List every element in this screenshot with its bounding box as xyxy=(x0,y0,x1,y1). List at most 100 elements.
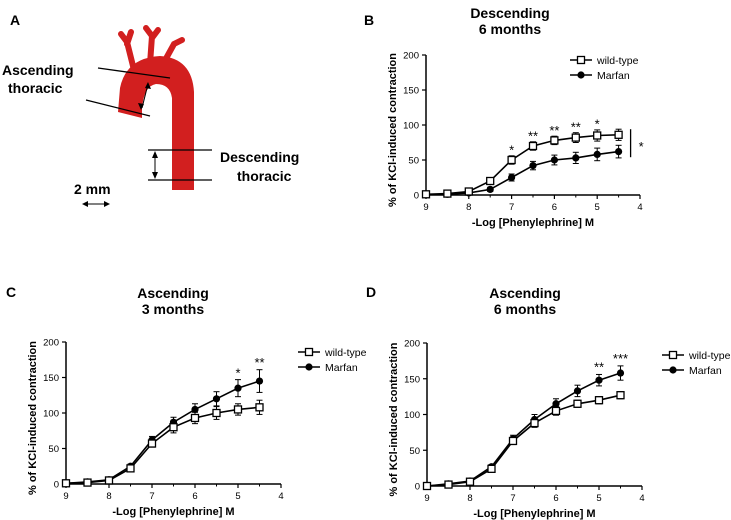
data-point xyxy=(573,387,582,395)
x-tick-label: 8 xyxy=(467,493,472,504)
y-tick-label: 200 xyxy=(404,339,420,350)
series-line xyxy=(426,150,619,196)
significance-annotation: ** xyxy=(594,360,604,375)
legend-label: Marfan xyxy=(597,70,630,82)
chart-title-line: Ascending xyxy=(489,285,561,301)
data-point xyxy=(552,400,560,408)
series-line xyxy=(425,134,619,196)
legend-label: Marfan xyxy=(325,362,358,374)
legend-label: wild-type xyxy=(324,347,367,359)
data-point xyxy=(571,133,580,142)
data-point xyxy=(593,150,601,158)
chart-title-line: 3 months xyxy=(142,301,204,317)
legend-label: Marfan xyxy=(689,365,722,377)
x-tick-label: 6 xyxy=(192,491,197,502)
label-descending-line2: thoracic xyxy=(237,168,292,184)
legend-marker xyxy=(577,71,585,79)
y-tick-label: 200 xyxy=(403,51,419,62)
x-tick-label: 4 xyxy=(639,493,644,504)
data-point xyxy=(212,395,221,403)
scale-bar-label: 2 mm xyxy=(74,181,111,197)
x-axis-label: -Log [Phenylephrine] M xyxy=(472,217,594,229)
x-tick-label: 9 xyxy=(424,493,429,504)
y-axis-label: % of KCl-induced contraction xyxy=(388,342,400,496)
data-point xyxy=(508,436,518,446)
data-point xyxy=(255,377,264,385)
x-tick-label: 7 xyxy=(149,491,154,502)
x-tick-label: 8 xyxy=(106,491,111,502)
data-point xyxy=(61,479,71,488)
y-tick-label: 150 xyxy=(404,374,420,385)
label-ascending-line2: thoracic xyxy=(8,80,63,96)
data-point xyxy=(529,162,537,170)
label-descending-line1: Descending xyxy=(220,149,299,165)
x-tick-label: 5 xyxy=(235,491,240,502)
data-point xyxy=(616,369,625,377)
y-tick-label: 50 xyxy=(48,444,59,455)
data-point xyxy=(486,185,494,193)
data-point xyxy=(444,480,453,489)
legend-label: wild-type xyxy=(688,350,731,362)
data-point xyxy=(530,418,539,428)
data-point xyxy=(233,405,243,414)
x-tick-label: 7 xyxy=(509,202,514,213)
data-point xyxy=(443,189,452,198)
aortic-branch-middle xyxy=(143,25,161,67)
x-tick-label: 9 xyxy=(63,491,68,502)
legend-marker xyxy=(304,347,314,357)
legend: wild-type Marfan xyxy=(570,55,639,82)
panel-letter-b: B xyxy=(364,12,375,28)
data-point xyxy=(465,477,475,486)
data-point xyxy=(234,384,242,392)
label-ascending-line1: Ascending xyxy=(2,62,74,78)
series-wild-type xyxy=(61,399,264,488)
legend-marker xyxy=(305,363,313,371)
series-wild-type xyxy=(421,128,623,199)
data-point xyxy=(464,187,473,196)
legend: wild-type Marfan xyxy=(662,350,731,377)
y-tick-label: 100 xyxy=(43,409,59,420)
x-axis-label: -Log [Phenylephrine] M xyxy=(112,506,234,518)
data-point xyxy=(255,403,264,412)
series-line xyxy=(65,406,260,485)
legend-label: wild-type xyxy=(596,55,639,67)
significance-annotation: ** xyxy=(528,128,538,143)
data-point xyxy=(169,423,178,432)
x-tick-label: 5 xyxy=(595,202,600,213)
y-tick-label: 50 xyxy=(408,156,419,167)
y-tick-label: 100 xyxy=(404,410,420,421)
data-point xyxy=(421,190,431,199)
y-tick-label: 50 xyxy=(409,446,420,457)
data-point xyxy=(212,408,221,418)
data-point xyxy=(147,439,157,448)
legend: wild-type Marfan xyxy=(298,347,367,374)
data-point xyxy=(550,156,559,164)
panel-letter-d: D xyxy=(366,284,377,300)
data-point xyxy=(573,399,582,408)
legend-marker xyxy=(668,350,678,360)
y-tick-label: 100 xyxy=(403,121,419,132)
aorta-illustration: Ascending thoracic Descending thoracic 2… xyxy=(2,25,299,207)
significance-annotation: * xyxy=(509,142,514,157)
x-tick-label: 6 xyxy=(552,202,557,213)
data-point xyxy=(486,176,495,186)
y-tick-label: 200 xyxy=(43,338,59,349)
data-point xyxy=(422,481,432,491)
x-tick-label: 5 xyxy=(596,493,601,504)
series-marfan xyxy=(423,365,625,490)
data-point xyxy=(550,136,559,145)
aortic-branch-left xyxy=(118,29,137,73)
data-point xyxy=(508,173,516,182)
y-tick-label: 0 xyxy=(414,191,419,202)
data-point xyxy=(126,464,135,473)
x-axis-label: -Log [Phenylephrine] M xyxy=(473,508,595,520)
chart-title-line: 6 months xyxy=(479,21,541,37)
y-axis-label: % of KCl-induced contraction xyxy=(27,341,39,495)
data-point xyxy=(616,391,625,400)
series-marfan xyxy=(62,369,264,487)
y-tick-label: 150 xyxy=(403,86,419,97)
y-tick-label: 0 xyxy=(54,480,59,491)
